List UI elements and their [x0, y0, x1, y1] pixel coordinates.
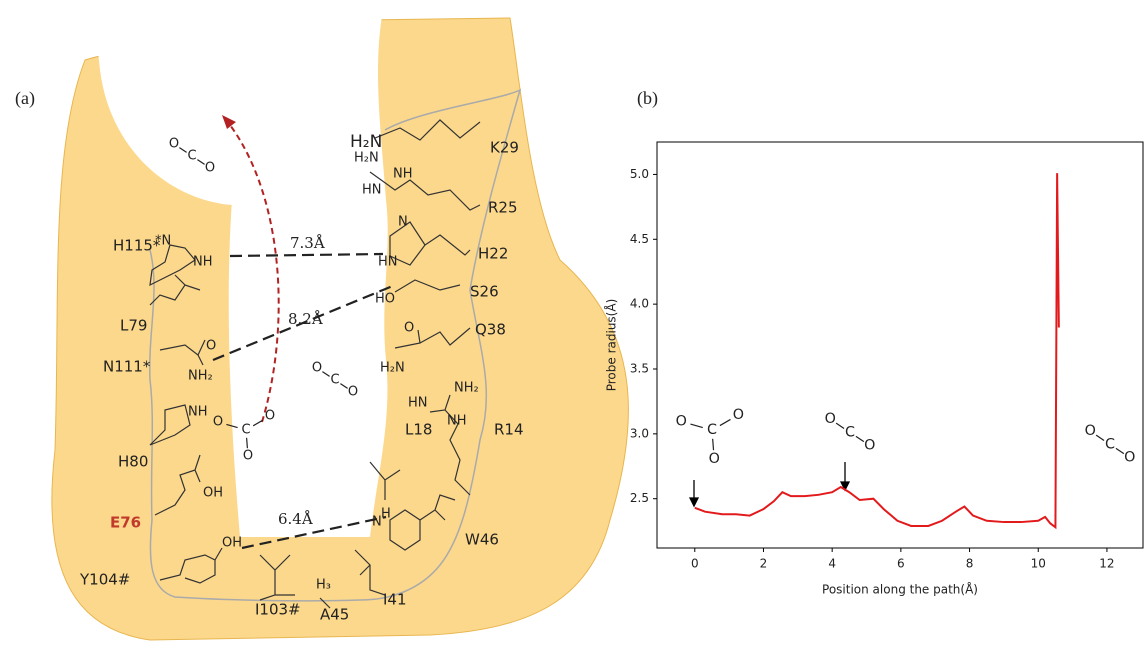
- distance-label: 6.4Å: [278, 510, 313, 528]
- bond: [690, 424, 702, 428]
- x-tick-label: 0: [691, 557, 699, 571]
- bond: [713, 439, 714, 450]
- distance-label: 8.2Å: [288, 310, 323, 328]
- residue-label: R14: [494, 421, 524, 439]
- residue-label: H22: [478, 245, 508, 263]
- x-tick-label: 8: [966, 557, 974, 571]
- panel-label: (a): [15, 88, 35, 109]
- x-tick-label: 6: [897, 557, 905, 571]
- atom-label: NH: [193, 255, 213, 270]
- x-tick-label: 10: [1031, 557, 1046, 571]
- residue-label: I103#: [255, 601, 301, 619]
- atom-label: O: [348, 385, 358, 400]
- residue-label: N111*: [103, 358, 151, 376]
- atom-label: N: [372, 515, 382, 530]
- atom-label: O: [709, 451, 720, 467]
- atom-label: H₂N: [354, 151, 379, 166]
- distance-label: 7.3Å: [290, 234, 325, 252]
- y-tick-label: 3.5: [630, 361, 649, 375]
- atom-label: NH₂: [454, 381, 479, 396]
- bond: [1096, 435, 1104, 440]
- y-axis-title: Probe radius(Å): [604, 299, 619, 392]
- panel-label: (b): [637, 88, 658, 109]
- y-tick-label: 5.0: [630, 167, 649, 181]
- atom-label: O: [265, 409, 275, 424]
- atom-label: H₂N: [380, 361, 405, 376]
- y-tick-label: 4.0: [630, 297, 649, 311]
- figure: (a) (b) Position along the path(Å) Probe…: [0, 0, 1144, 645]
- bond: [247, 438, 248, 448]
- atom-label: *N: [155, 234, 171, 249]
- atom-label: HO: [375, 292, 395, 307]
- residue-label: L79: [120, 317, 147, 335]
- atom-label: O: [206, 339, 216, 354]
- residue-label: I41: [383, 591, 407, 609]
- residue-label: A45: [320, 606, 349, 624]
- x-tick-label: 2: [760, 557, 768, 571]
- residue-label: W46: [465, 531, 499, 549]
- atom-label: C: [707, 422, 717, 438]
- y-tick-label: 4.5: [630, 232, 649, 246]
- atom-label: O: [676, 413, 687, 429]
- residue-label: Y104#: [79, 571, 130, 589]
- atom-label: C: [241, 423, 250, 438]
- atom-label: O: [1085, 423, 1096, 439]
- atom-label: O: [864, 438, 875, 454]
- data-line: [695, 173, 1059, 527]
- residue-label: S26: [470, 283, 499, 301]
- atom-label: C: [330, 373, 339, 388]
- atom-label: HN: [378, 255, 398, 270]
- atom-label: N: [398, 215, 408, 230]
- bond: [836, 423, 844, 428]
- atom-label: O: [825, 411, 836, 427]
- residue-label: E76: [110, 514, 141, 532]
- atom-label: O: [243, 449, 253, 464]
- residue-label: R25: [488, 199, 518, 217]
- atom-label: H₂N: [350, 132, 382, 152]
- bond: [720, 419, 731, 425]
- plot-frame: [657, 142, 1143, 548]
- atom-label: O: [213, 415, 223, 430]
- atom-label: HN: [408, 396, 428, 411]
- x-tick-label: 12: [1099, 557, 1114, 571]
- atom-label: NH: [188, 405, 208, 420]
- bond: [856, 436, 864, 441]
- residue-label: Q38: [475, 321, 506, 339]
- chart-arrows: [690, 462, 849, 506]
- residue-label: L18: [405, 421, 432, 439]
- atom-label: O: [733, 407, 744, 423]
- residue-label: H115*: [113, 237, 161, 255]
- atom-label: O: [205, 161, 215, 176]
- atom-label: NH: [393, 167, 413, 182]
- residue-label: K29: [490, 139, 519, 157]
- atom-label: NH₂: [188, 369, 213, 384]
- atom-label: OH: [203, 486, 223, 501]
- y-tick-label: 3.0: [630, 426, 649, 440]
- atom-label: H: [381, 507, 391, 522]
- atom-label: O: [1124, 450, 1135, 466]
- residue-label: H80: [118, 453, 148, 471]
- atom-label: C: [1105, 436, 1115, 452]
- atom-label: C: [845, 424, 855, 440]
- x-axis-title: Position along the path(Å): [822, 582, 978, 597]
- atom-label: C: [187, 149, 196, 164]
- bond: [1116, 448, 1124, 453]
- y-tick-label: 2.5: [630, 491, 649, 505]
- atom-label: O: [404, 321, 414, 336]
- atom-label: H₃: [316, 578, 331, 593]
- atom-label: HN: [362, 183, 382, 198]
- atom-label: O: [312, 361, 322, 376]
- x-tick-label: 4: [828, 557, 836, 571]
- atom-label: OH: [222, 536, 242, 551]
- atom-label: O: [169, 137, 179, 152]
- atom-label: NH: [447, 414, 467, 429]
